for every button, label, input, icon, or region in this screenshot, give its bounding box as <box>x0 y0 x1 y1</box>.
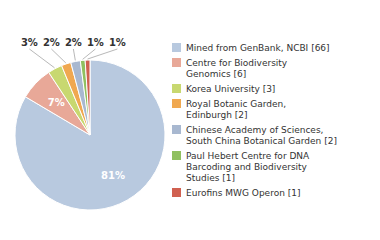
leader-line <box>73 49 75 60</box>
legend-label: Paul Hebert Centre for DNABarcoding and … <box>186 151 310 183</box>
leader-line <box>29 49 54 68</box>
slice <box>71 61 90 135</box>
data-label: 7% <box>48 97 65 108</box>
legend: Mined from GenBank, NCBI [66] Centre for … <box>172 43 337 198</box>
legend-swatch <box>172 99 181 108</box>
data-label: 1% <box>109 37 126 48</box>
legend-swatch <box>172 151 181 160</box>
data-label: 81% <box>101 170 125 181</box>
legend-label: Korea University [3] <box>186 84 275 94</box>
legend-label: Royal Botanic Garden,Edinburgh [2] <box>186 99 286 120</box>
slice <box>85 60 90 135</box>
slice <box>80 60 90 135</box>
legend-label: Chinese Academy of Sciences,South China … <box>186 125 337 146</box>
leader-line <box>51 49 65 63</box>
legend-swatch <box>172 84 181 93</box>
legend-label: Centre for BiodiversityGenomics [6] <box>186 58 288 79</box>
legend-label: Mined from GenBank, NCBI [66] <box>186 43 330 53</box>
data-label: 3% <box>21 37 38 48</box>
data-label: 2% <box>65 37 82 48</box>
legend-swatch <box>172 58 181 67</box>
data-labels: 81% 7% 3% 2% 2% 1% 1% <box>21 37 126 181</box>
data-label: 1% <box>87 37 104 48</box>
slices <box>15 60 165 210</box>
leader-line <box>88 49 118 59</box>
data-label: 2% <box>43 37 60 48</box>
legend-swatch <box>172 188 181 197</box>
legend-label: Eurofins MWG Operon [1] <box>186 188 300 198</box>
leader-line <box>83 49 96 59</box>
legend-swatch <box>172 43 181 52</box>
legend-swatch <box>172 125 181 134</box>
chart: 81% 7% 3% 2% 2% 1% 1% Mined from GenBank, NCBI … <box>0 0 380 240</box>
slice <box>15 60 165 210</box>
